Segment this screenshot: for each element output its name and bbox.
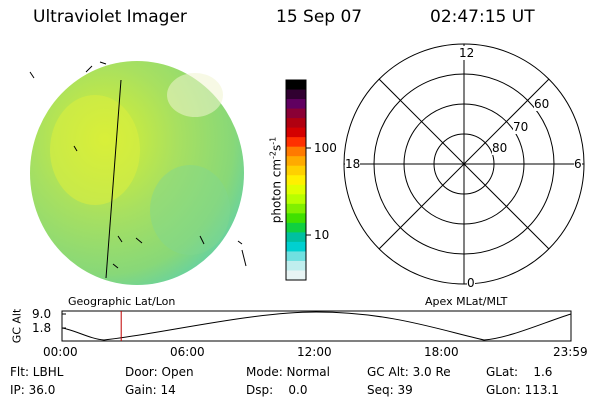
color-bar-segment <box>286 194 306 205</box>
altitude-plot-frame <box>61 310 572 342</box>
door-info: Door: Open <box>125 365 194 379</box>
altitude-y-ticks <box>62 313 66 329</box>
color-bar-segment <box>286 270 306 281</box>
altitude-ytick-1-8: 1.8 <box>32 321 52 335</box>
color-bar-frame <box>285 79 307 281</box>
altitude-ytick-9: 9.0 <box>32 307 52 321</box>
xtick-00: 00:00 <box>43 345 78 359</box>
observation-time: 02:47:15 UT <box>430 7 535 27</box>
mlt-label-12: 12 <box>459 46 475 60</box>
seq-info: Seq: 39 <box>367 383 413 397</box>
dim-region <box>150 165 230 255</box>
bright-region <box>50 95 140 205</box>
polar-diagonal-2 <box>378 78 550 250</box>
dsp-info: Dsp: 0.0 <box>246 383 308 397</box>
color-bar-segment <box>286 108 306 119</box>
terminator-line <box>105 79 122 279</box>
color-bar-segment <box>286 232 306 243</box>
color-bar-segment <box>286 184 306 195</box>
color-bar-label-100: 100 <box>314 141 337 155</box>
color-bar-segment <box>286 137 306 148</box>
color-bar-segment <box>286 260 306 272</box>
color-bar-segment <box>286 127 306 138</box>
filter-info: Flt: LBHL <box>10 365 64 379</box>
color-bar-segment <box>286 165 306 176</box>
color-bar-segment <box>286 213 306 224</box>
xtick-12: 12:00 <box>297 345 332 359</box>
dayside-glow <box>167 73 223 117</box>
color-bar <box>286 80 306 281</box>
mlat-label-80: 80 <box>492 141 508 155</box>
color-bar-segment <box>286 146 306 157</box>
color-bar-segment <box>286 80 306 91</box>
color-bar-unit-label: photon cm-2s-1 <box>268 136 284 224</box>
geographic-caption: Geographic Lat/Lon <box>68 295 176 308</box>
ip-info: IP: 36.0 <box>10 383 56 397</box>
mlat-label-70: 70 <box>513 120 529 134</box>
color-bar-segment <box>286 241 306 253</box>
color-bar-segment <box>286 175 306 186</box>
glat-info: GLat: 1.6 <box>486 365 553 379</box>
polar-grid <box>343 43 585 285</box>
instrument-title: Ultraviolet Imager <box>33 7 187 27</box>
apex-caption: Apex MLat/MLT <box>425 295 508 308</box>
color-bar-segment <box>286 99 306 110</box>
xtick-06: 06:00 <box>170 345 205 359</box>
color-bar-segment <box>286 251 306 262</box>
observation-date: 15 Sep 07 <box>276 7 363 27</box>
gain-info: Gain: 14 <box>125 383 176 397</box>
mlt-label-6: 6 <box>574 157 582 171</box>
coastline-marks <box>29 61 247 269</box>
color-bar-segment <box>286 203 306 214</box>
mlt-label-18: 18 <box>345 157 361 171</box>
gc-alt-info: GC Alt: 3.0 Re <box>367 365 451 379</box>
color-bar-segment <box>286 89 306 100</box>
mode-info: Mode: Normal <box>246 365 330 379</box>
xtick-2359: 23:59 <box>553 345 588 359</box>
color-bar-segment <box>286 222 306 233</box>
xtick-18: 18:00 <box>424 345 459 359</box>
earth-image <box>29 61 247 285</box>
mlat-label-60: 60 <box>534 97 550 111</box>
color-bar-segment <box>286 156 306 167</box>
color-bar-label-10: 10 <box>314 228 330 242</box>
color-bar-segment <box>286 118 306 129</box>
mlt-label-0: 0 <box>467 276 475 290</box>
glon-info: GLon: 113.1 <box>486 383 559 397</box>
altitude-ylabel: GC Alt <box>10 308 24 344</box>
altitude-curve <box>61 311 572 341</box>
